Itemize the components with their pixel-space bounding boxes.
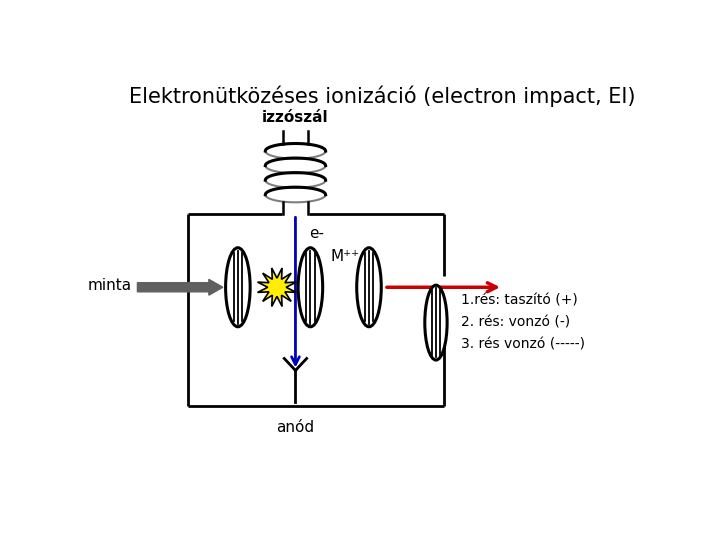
Text: izzószál: izzószál (262, 110, 329, 125)
Polygon shape (258, 268, 297, 307)
Text: anód: anód (276, 420, 315, 435)
Text: 3. rés vonzó (-----): 3. rés vonzó (-----) (461, 338, 585, 352)
Ellipse shape (298, 248, 323, 327)
Text: Elektronütközéses ionizáció (electron impact, EI): Elektronütközéses ionizáció (electron im… (129, 85, 636, 107)
Ellipse shape (356, 248, 382, 327)
Text: minta: minta (88, 278, 132, 293)
Text: 1.rés: taszító (+): 1.rés: taszító (+) (461, 294, 578, 308)
Text: 2. rés: vonzó (-): 2. rés: vonzó (-) (461, 315, 570, 329)
Ellipse shape (425, 285, 447, 360)
Text: M⁺⁺: M⁺⁺ (330, 249, 360, 265)
Ellipse shape (225, 248, 250, 327)
Text: e-: e- (310, 226, 325, 241)
FancyArrow shape (138, 279, 222, 295)
